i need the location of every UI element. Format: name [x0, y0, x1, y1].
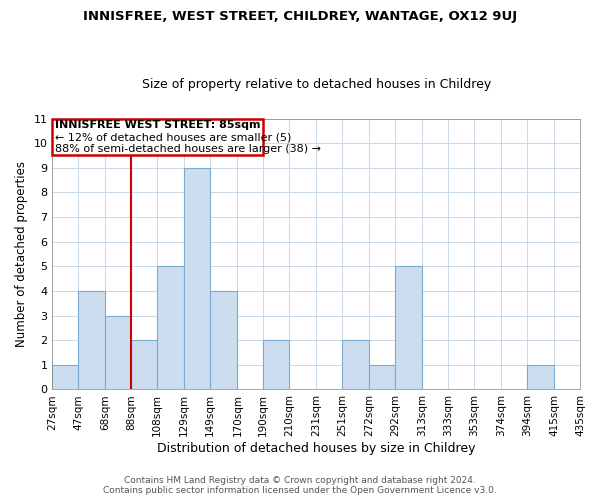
Bar: [131, 340, 157, 390]
Bar: [263, 340, 289, 390]
Bar: [184, 168, 210, 390]
Bar: [157, 266, 184, 390]
Text: ← 12% of detached houses are smaller (5): ← 12% of detached houses are smaller (5): [55, 132, 292, 142]
Text: INNISFREE, WEST STREET, CHILDREY, WANTAGE, OX12 9UJ: INNISFREE, WEST STREET, CHILDREY, WANTAG…: [83, 10, 517, 23]
Title: Size of property relative to detached houses in Childrey: Size of property relative to detached ho…: [142, 78, 491, 91]
Bar: [395, 266, 422, 390]
X-axis label: Distribution of detached houses by size in Childrey: Distribution of detached houses by size …: [157, 442, 475, 455]
Bar: [342, 340, 369, 390]
Bar: [52, 118, 263, 155]
Bar: [78, 291, 106, 390]
Bar: [106, 316, 131, 390]
Bar: [369, 365, 395, 390]
Y-axis label: Number of detached properties: Number of detached properties: [15, 161, 28, 347]
Bar: [527, 365, 554, 390]
Bar: [52, 365, 78, 390]
Bar: [210, 291, 238, 390]
Text: Contains HM Land Registry data © Crown copyright and database right 2024.
Contai: Contains HM Land Registry data © Crown c…: [103, 476, 497, 495]
Text: INNISFREE WEST STREET: 85sqm: INNISFREE WEST STREET: 85sqm: [55, 120, 260, 130]
Text: 88% of semi-detached houses are larger (38) →: 88% of semi-detached houses are larger (…: [55, 144, 321, 154]
